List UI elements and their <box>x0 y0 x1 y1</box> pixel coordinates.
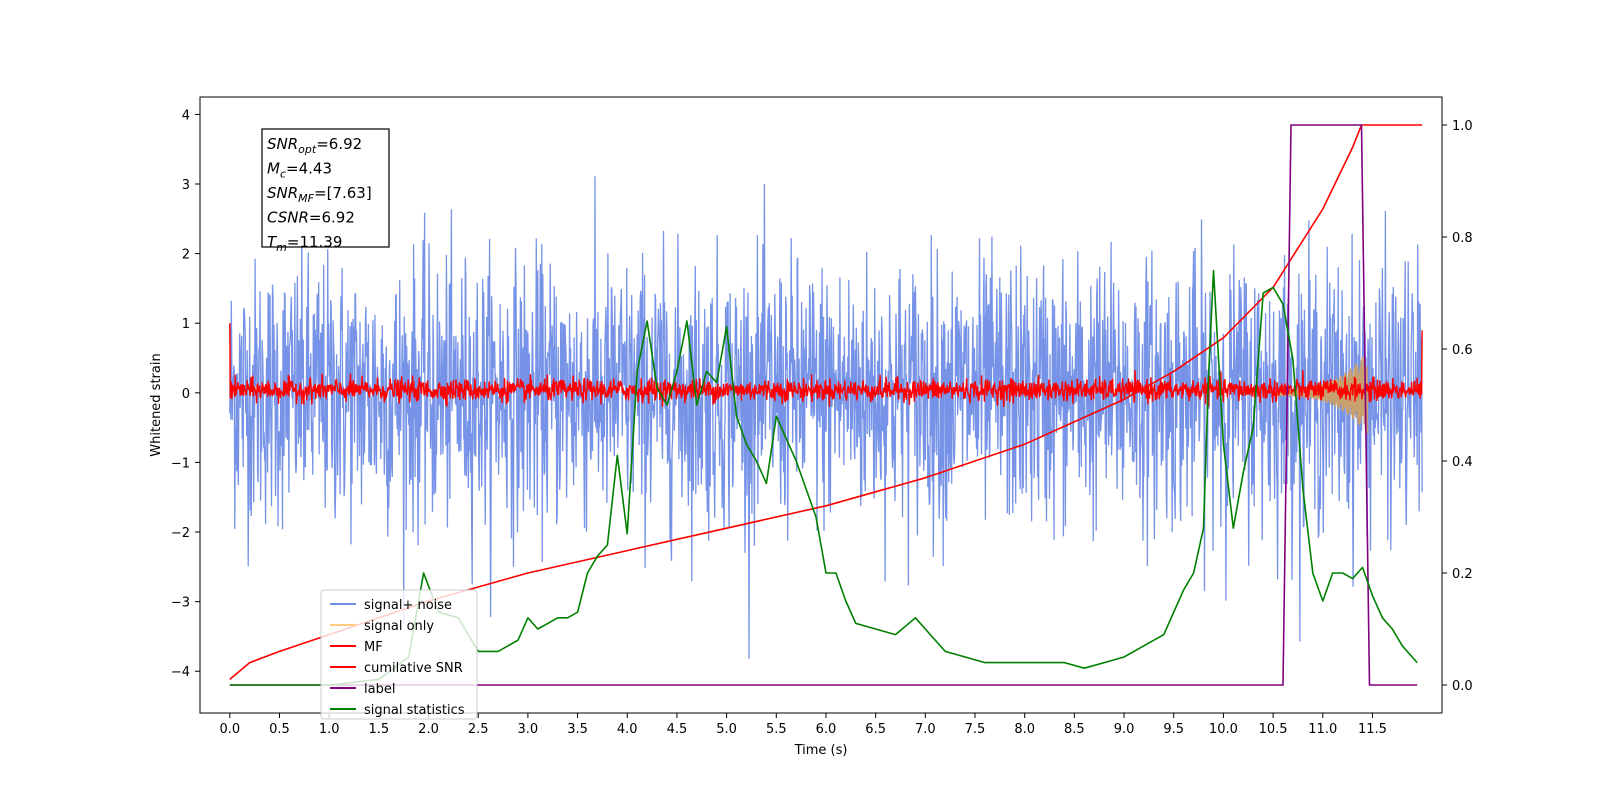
x-axis: 0.0 0.5 1.0 1.5 2.0 2.5 3.0 3.5 4.0 4.5 5.0 5.5 6.0 6… <box>219 713 1387 737</box>
legend-frame <box>320 589 478 720</box>
x-tick-label: 7.5 <box>965 722 986 737</box>
x-tick-label: 3.5 <box>567 722 588 737</box>
y-right-tick-label: 1.0 <box>1452 119 1473 134</box>
y-right-tick-label: 0.8 <box>1452 231 1473 246</box>
annotation-line: SNRMF=[7.63] <box>267 184 372 205</box>
x-axis-label: Time (s) <box>794 743 848 758</box>
x-tick-label: 6.5 <box>865 722 886 737</box>
annotation-line: SNRopt=6.92 <box>267 135 362 156</box>
annotation-box: SNRopt=6.92Mc=4.43SNRMF=[7.63]CSNR=6.92T… <box>261 128 390 254</box>
annotation-frame <box>261 128 390 248</box>
annotation-value: =6.92 <box>316 135 362 153</box>
annotation-line: Mc=4.43 <box>267 160 332 181</box>
x-tick-label: 4.0 <box>617 722 638 737</box>
annotation-value: =11.39 <box>287 233 343 251</box>
x-tick-label: 5.5 <box>766 722 787 737</box>
legend-label: MF <box>364 640 383 655</box>
x-tick-label: 4.5 <box>667 722 688 737</box>
annotation-subscript: opt <box>298 143 317 156</box>
x-tick-label: 2.0 <box>418 722 439 737</box>
x-tick-label: 6.0 <box>816 722 837 737</box>
y-left-tick-label: −2 <box>171 526 190 541</box>
y-axis-label-left: Whitened strain <box>149 353 164 456</box>
x-tick-label: 7.0 <box>915 722 936 737</box>
legend: signal+ noise signal only MF cumilative SNR… <box>320 589 478 720</box>
y-left-tick-label: −3 <box>171 596 190 611</box>
plot-frame <box>199 96 1443 714</box>
annotation-line: CSNR=6.92 <box>267 209 355 227</box>
x-tick-label: 11.0 <box>1308 722 1337 737</box>
x-tick-label: 11.5 <box>1358 722 1387 737</box>
y-left-tick-label: 1 <box>182 317 190 332</box>
x-tick-label: 10.5 <box>1259 722 1288 737</box>
legend-label: signal+ noise <box>364 598 452 613</box>
x-tick-label: 0.5 <box>269 722 290 737</box>
series-label <box>229 124 1418 686</box>
legend-label: signal only <box>364 619 434 634</box>
series-signal-noise <box>229 176 1423 659</box>
annotation-symbol: T <box>267 233 278 251</box>
legend-label: label <box>364 682 395 697</box>
x-tick-label: 3.0 <box>518 722 539 737</box>
y-axis-left: 4 3 2 1 0 −1 −2 −3 −4 <box>171 108 200 680</box>
y-right-tick-label: 0.0 <box>1452 679 1473 694</box>
y-left-tick-label: −1 <box>171 456 190 471</box>
x-tick-label: 2.5 <box>468 722 489 737</box>
legend-label: cumilative SNR <box>364 661 463 676</box>
legend-label: signal statistics <box>364 703 465 718</box>
y-right-tick-label: 0.4 <box>1452 455 1473 470</box>
x-tick-label: 1.0 <box>319 722 340 737</box>
x-tick-label: 10.0 <box>1209 722 1238 737</box>
annotation-subscript: m <box>276 241 287 254</box>
annotation-subscript: c <box>280 168 286 181</box>
x-tick-label: 0.0 <box>219 722 240 737</box>
y-left-tick-label: −4 <box>171 665 190 680</box>
annotation-value: =[7.63] <box>314 184 372 202</box>
x-tick-label: 5.0 <box>716 722 737 737</box>
y-left-tick-label: 0 <box>182 387 190 402</box>
y-left-tick-label: 3 <box>182 178 190 193</box>
series-mf <box>229 323 1423 407</box>
x-tick-label: 8.5 <box>1064 722 1085 737</box>
annotation-symbol: SNR <box>267 184 298 202</box>
annotation-symbol: SNR <box>267 135 298 153</box>
x-tick-label: 9.0 <box>1114 722 1135 737</box>
annotation-value: =4.43 <box>286 160 332 178</box>
y-left-tick-label: 2 <box>182 248 190 263</box>
annotation-subscript: MF <box>298 192 314 205</box>
annotation-value: =6.92 <box>309 209 355 227</box>
y-right-tick-label: 0.2 <box>1452 567 1473 582</box>
y-right-tick-label: 0.6 <box>1452 343 1473 358</box>
annotation-symbol: M <box>267 160 280 178</box>
annotation-line: Tm=11.39 <box>267 233 342 254</box>
x-tick-label: 8.0 <box>1014 722 1035 737</box>
annotation-symbol: CSNR <box>267 209 309 227</box>
y-left-tick-label: 4 <box>182 108 190 123</box>
x-tick-label: 1.5 <box>369 722 390 737</box>
x-tick-label: 9.5 <box>1163 722 1184 737</box>
series-signal-statistics <box>229 269 1418 686</box>
y-axis-right: 1.0 0.8 0.6 0.4 0.2 0.0 <box>1442 119 1473 694</box>
